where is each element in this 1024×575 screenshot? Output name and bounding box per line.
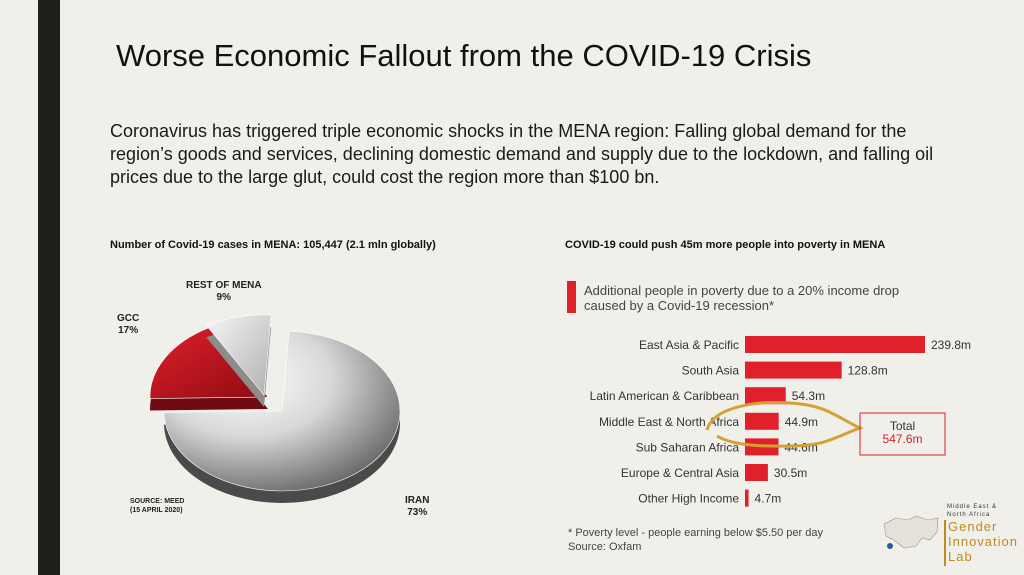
logo-name: Gender Innovation Lab [948, 519, 1018, 564]
logo-name-line-1: Gender [948, 519, 998, 534]
bar-south-asia [745, 361, 842, 379]
bar-category-label-east-asia-pacific: East Asia & Pacific [639, 338, 739, 352]
pie-label-gcc-pct: 17% [118, 325, 139, 336]
bar-latin-american-caribbean [745, 387, 786, 405]
pie-label-rest-pct: 9% [216, 292, 231, 303]
bar-legend-text: Additional people in poverty due to a 20… [584, 283, 900, 313]
gender-innovation-lab-logo: Middle East & North Africa Gender Innova… [880, 500, 1020, 570]
pie-label-iran-pct: 73% [407, 507, 428, 518]
bar-footnotes: * Poverty level - people earning below $… [568, 526, 823, 554]
pie-source-date: (15 APRIL 2020) [130, 507, 183, 514]
pie-source-line: SOURCE: MEED [130, 498, 185, 505]
bar-category-label-other-high-income: Other High Income [638, 492, 739, 506]
total-box [859, 412, 946, 456]
mena-map-icon [883, 515, 939, 549]
pie-chart [149, 314, 401, 504]
pie-chart-caption: Number of Covid-19 cases in MENA: 105,44… [110, 239, 436, 251]
logo-region-line-1: Middle East & [947, 504, 998, 510]
logo-region-line-2: North Africa [947, 512, 991, 518]
logo-region: Middle East & North Africa [947, 503, 997, 519]
pie-label-rest-name: REST OF MENA [186, 280, 262, 291]
bar-value-label-south-asia: 128.8m [848, 364, 888, 378]
pie-slice-gcc [149, 326, 269, 399]
poverty-footnote: * Poverty level - people earning below $… [568, 527, 823, 539]
bar-category-label-europe-central-asia: Europe & Central Asia [621, 466, 739, 480]
pie-slice-rest-of-mena [205, 314, 272, 396]
slide-sidebar-bar [38, 0, 60, 575]
bar-middle-east-north-africa [745, 412, 779, 430]
pie-label-gcc: GCC 17% [117, 313, 139, 337]
bar-chart: East Asia & Pacific 239.8m South Asia 128.8… [590, 336, 971, 507]
bar-category-label-latin-american-caribbean: Latin American & Caribbean [590, 389, 739, 403]
bar-value-label-east-asia-pacific: 239.8m [931, 338, 971, 352]
bar-category-label-middle-east-north-africa: Middle East & North Africa [599, 415, 739, 429]
slide-title: Worse Economic Fallout from the COVID-19… [116, 38, 812, 73]
logo-accent-bar [944, 520, 946, 566]
bar-chart-caption: COVID-19 could push 45m more people into… [565, 239, 886, 251]
bar-europe-central-asia [745, 464, 768, 481]
slide-intro-text: Coronavirus has triggered triple economi… [110, 121, 934, 187]
pie-slice-iran [163, 330, 401, 492]
bar-category-label-south-asia: South Asia [682, 364, 740, 378]
pie-label-iran-name: IRAN [405, 495, 430, 506]
bar-other-high-income [745, 489, 749, 507]
total-value: 547.6m [882, 432, 923, 446]
bar-value-label-latin-american-caribbean: 54.3m [792, 389, 825, 403]
bar-value-label-other-high-income: 4.7m [755, 492, 782, 506]
logo-name-line-2: Innovation [948, 534, 1018, 549]
pie-label-rest: REST OF MENA 9% [186, 280, 262, 304]
pie-label-gcc-name: GCC [117, 313, 140, 324]
bar-value-label-middle-east-north-africa: 44.9m [785, 415, 818, 429]
pie-source-note: SOURCE: MEED (15 APRIL 2020) [130, 497, 184, 515]
oxfam-source: Source: Oxfam [568, 541, 642, 553]
bar-value-label-europe-central-asia: 30.5m [774, 466, 807, 480]
pie-label-iran: IRAN 73% [405, 495, 429, 519]
total-label: Total [889, 419, 916, 433]
total-box-text: Total 547.6m [860, 420, 945, 446]
bar-east-asia-pacific [745, 336, 925, 353]
bar-legend-swatch [567, 281, 576, 313]
bar-category-label-sub-saharan-africa: Sub Saharan Africa [636, 440, 740, 454]
logo-name-line-3: Lab [948, 549, 973, 564]
